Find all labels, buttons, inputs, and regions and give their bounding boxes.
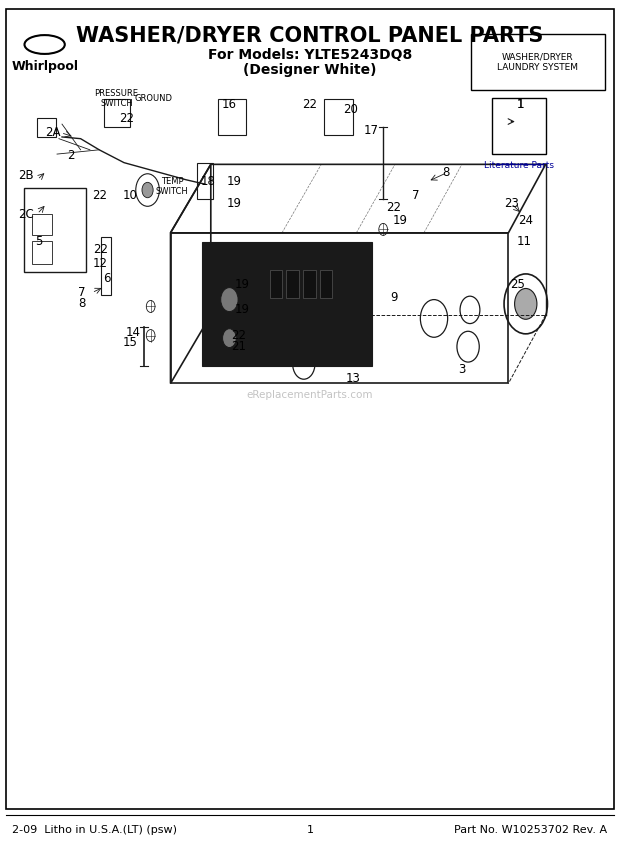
Bar — [101, 237, 111, 295]
Text: PRESSURE
SWITCH: PRESSURE SWITCH — [95, 89, 138, 108]
Circle shape — [142, 182, 153, 198]
Text: For Models: YLTE5243DQ8: For Models: YLTE5243DQ8 — [208, 48, 412, 62]
Bar — [24, 188, 86, 272]
Text: 22: 22 — [231, 329, 246, 342]
Text: 2: 2 — [68, 149, 75, 163]
Bar — [492, 98, 546, 154]
Circle shape — [515, 288, 537, 319]
Text: 24: 24 — [518, 214, 533, 228]
Text: 6: 6 — [103, 271, 110, 285]
Text: 2C: 2C — [18, 207, 34, 221]
Text: 22: 22 — [92, 188, 107, 202]
Text: 5: 5 — [35, 235, 42, 248]
Text: 22: 22 — [386, 200, 401, 214]
Circle shape — [223, 329, 236, 348]
Text: 19: 19 — [234, 303, 249, 317]
Text: 23: 23 — [504, 197, 519, 211]
Text: (Designer White): (Designer White) — [243, 63, 377, 77]
Text: 19: 19 — [392, 214, 407, 228]
Text: 1: 1 — [306, 825, 314, 835]
Text: 8: 8 — [443, 166, 450, 180]
Text: 18: 18 — [200, 175, 215, 188]
Text: 22: 22 — [120, 111, 135, 125]
Text: 22: 22 — [303, 98, 317, 111]
Text: WASHER/DRYER
LAUNDRY SYSTEM: WASHER/DRYER LAUNDRY SYSTEM — [497, 52, 578, 72]
Bar — [32, 241, 52, 264]
Text: 25: 25 — [510, 277, 525, 291]
Text: 1: 1 — [517, 98, 525, 111]
Text: 1: 1 — [517, 98, 525, 111]
Text: 13: 13 — [346, 372, 361, 385]
Bar — [324, 99, 353, 135]
Text: 20: 20 — [343, 103, 358, 116]
Text: Whirlpool: Whirlpool — [11, 60, 78, 73]
Text: 2A: 2A — [45, 126, 61, 140]
Text: 8: 8 — [78, 297, 86, 311]
Bar — [471, 34, 604, 90]
Text: 21: 21 — [231, 340, 246, 354]
Text: eReplacementParts.com: eReplacementParts.com — [247, 390, 373, 401]
Bar — [270, 270, 282, 298]
Text: 3: 3 — [458, 363, 466, 377]
Text: 19: 19 — [227, 175, 242, 188]
Bar — [32, 214, 52, 235]
Text: TEMP
SWITCH: TEMP SWITCH — [156, 177, 188, 196]
Bar — [218, 99, 246, 135]
Text: 15: 15 — [123, 336, 138, 349]
Text: 19: 19 — [234, 277, 249, 291]
Bar — [303, 270, 316, 298]
Text: Part No. W10253702 Rev. A: Part No. W10253702 Rev. A — [454, 825, 608, 835]
Bar — [197, 163, 213, 199]
Circle shape — [221, 288, 238, 312]
Bar — [286, 270, 299, 298]
Bar — [202, 242, 372, 366]
Text: 2B: 2B — [18, 169, 34, 182]
Bar — [37, 118, 56, 137]
Text: 9: 9 — [390, 291, 397, 305]
Text: GROUND: GROUND — [135, 94, 173, 103]
Text: 2-09  Litho in U.S.A.(LT) (psw): 2-09 Litho in U.S.A.(LT) (psw) — [12, 825, 177, 835]
Text: 14: 14 — [126, 325, 141, 339]
Bar — [104, 99, 130, 127]
Bar — [320, 270, 332, 298]
Text: 19: 19 — [227, 197, 242, 211]
Text: 12: 12 — [93, 257, 108, 270]
Text: 7: 7 — [78, 286, 86, 300]
Text: 16: 16 — [222, 98, 237, 111]
Text: 7: 7 — [412, 188, 419, 202]
Text: Literature Parts: Literature Parts — [484, 161, 554, 170]
Text: 17: 17 — [363, 123, 378, 137]
Text: 22: 22 — [93, 243, 108, 257]
Text: WASHER/DRYER CONTROL PANEL PARTS: WASHER/DRYER CONTROL PANEL PARTS — [76, 26, 544, 46]
Text: 10: 10 — [123, 188, 138, 202]
Text: 11: 11 — [516, 235, 531, 248]
